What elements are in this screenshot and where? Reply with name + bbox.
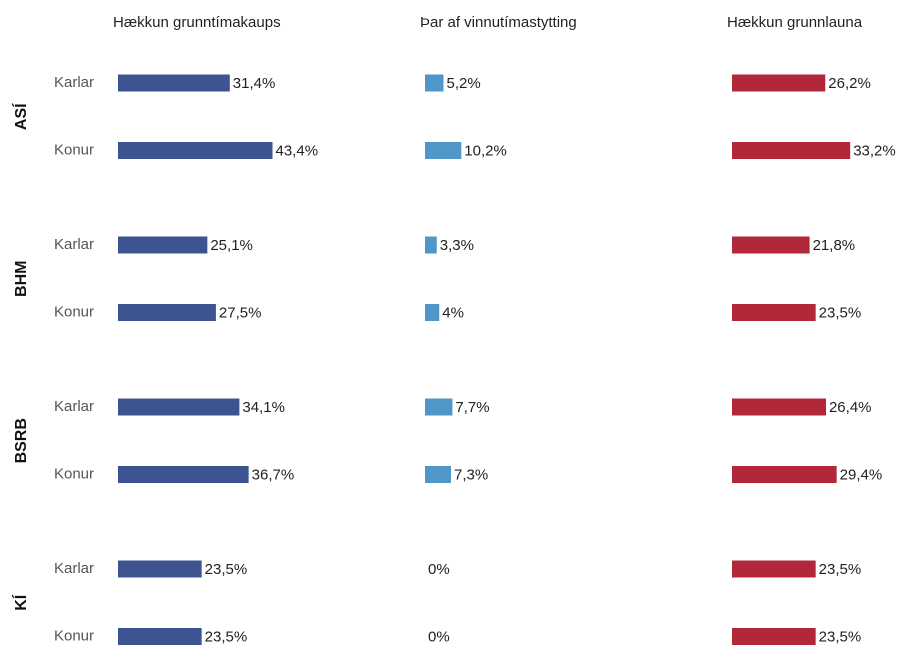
value-label: 23,5%: [205, 561, 248, 578]
value-label: 26,4%: [829, 399, 872, 416]
category-label: Karlar: [54, 560, 94, 577]
panel-title: Hækkun grunnlauna: [727, 14, 863, 31]
value-label: 0%: [428, 628, 450, 645]
bar: [118, 142, 273, 159]
bar: [732, 628, 816, 645]
category-label: Karlar: [54, 236, 94, 253]
value-label: 29,4%: [840, 466, 883, 483]
value-label: 31,4%: [233, 75, 276, 92]
bar: [732, 398, 826, 416]
category-label: Karlar: [54, 398, 94, 415]
bar: [118, 398, 240, 416]
value-label: 10,2%: [464, 142, 507, 159]
value-label: 33,2%: [853, 142, 896, 159]
bar: [732, 142, 851, 159]
category-label: Konur: [54, 141, 94, 158]
bar: [118, 560, 202, 578]
value-label: 23,5%: [819, 304, 862, 321]
bar: [732, 304, 816, 321]
bar: [118, 466, 249, 483]
value-label: 36,7%: [252, 466, 295, 483]
value-label: 4%: [442, 304, 464, 321]
bar: [732, 74, 826, 92]
bar: [425, 304, 440, 321]
bar: [425, 142, 462, 159]
value-label: 27,5%: [219, 304, 262, 321]
group-label: BSRB: [13, 418, 30, 463]
panel-title: Hækkun grunntímakaups: [113, 14, 281, 31]
category-label: Konur: [54, 465, 94, 482]
value-label: 23,5%: [819, 628, 862, 645]
value-label: 26,2%: [828, 75, 871, 92]
value-label: 3,3%: [440, 237, 474, 254]
bar: [732, 560, 816, 578]
value-label: 0%: [428, 561, 450, 578]
value-label: 25,1%: [210, 237, 253, 254]
group-label: KÍ: [11, 594, 30, 611]
group-label: BHM: [13, 261, 30, 297]
bar: [425, 398, 453, 416]
value-label: 7,7%: [455, 399, 489, 416]
bar: [118, 304, 216, 321]
bar: [425, 466, 451, 483]
value-label: 43,4%: [276, 142, 319, 159]
bar: [118, 628, 202, 645]
panel-title: Þar af vinnutímastytting: [420, 14, 577, 31]
group-label: ASÍ: [11, 103, 30, 130]
value-label: 21,8%: [813, 237, 856, 254]
bar: [425, 236, 437, 254]
bar: [732, 236, 810, 254]
bar: [732, 466, 837, 483]
bar: [118, 74, 230, 92]
value-label: 23,5%: [205, 628, 248, 645]
value-label: 34,1%: [242, 399, 285, 416]
category-label: Konur: [54, 627, 94, 644]
value-label: 23,5%: [819, 561, 862, 578]
bar: [118, 236, 208, 254]
value-label: 5,2%: [447, 75, 481, 92]
bar: [425, 74, 444, 92]
value-label: 7,3%: [454, 466, 488, 483]
category-label: Konur: [54, 303, 94, 320]
category-label: Karlar: [54, 74, 94, 91]
